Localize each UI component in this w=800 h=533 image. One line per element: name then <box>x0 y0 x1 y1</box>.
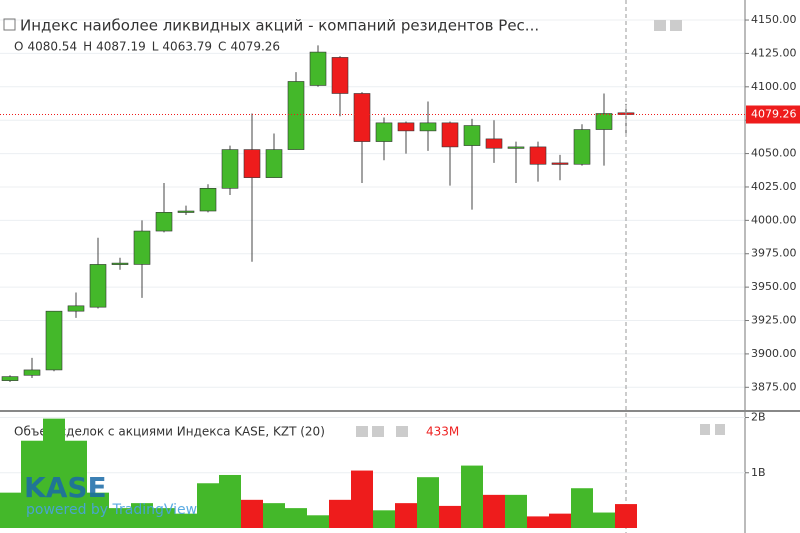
y-tick-label: 1B <box>751 466 766 479</box>
y-tick-label: 3925.00 <box>751 314 797 327</box>
y-tick-label: 4100.00 <box>751 80 797 93</box>
icon[interactable] <box>670 20 682 31</box>
ohlc-key: O <box>14 40 23 54</box>
candle-body <box>45 310 63 371</box>
watermark-logo: KASE <box>24 471 107 504</box>
candle-body <box>507 146 525 149</box>
volume-bar <box>615 504 637 528</box>
candle-body <box>199 188 217 212</box>
icon[interactable] <box>700 424 710 435</box>
candle-body <box>551 162 569 165</box>
volume-bar <box>21 440 43 528</box>
icon[interactable] <box>356 426 368 437</box>
volume-bar <box>527 516 549 528</box>
candle-body <box>133 230 151 265</box>
watermark-tagline: powered by TradingView <box>26 502 197 518</box>
title-icons <box>356 20 725 437</box>
candle-body <box>1 376 19 381</box>
volume-bar <box>571 488 593 528</box>
y-tick-label: 3900.00 <box>751 347 797 360</box>
candle-body <box>463 125 481 146</box>
y-tick-label: 4125.00 <box>751 46 797 59</box>
candle-body <box>485 138 503 149</box>
volume-bar <box>241 499 263 528</box>
volume-last-label: 433M <box>426 425 459 439</box>
volume-bar <box>461 465 483 528</box>
candle-body <box>89 264 107 308</box>
volume-bar <box>87 492 109 528</box>
candle-body <box>331 57 349 94</box>
volume-bar <box>593 512 615 528</box>
candle-body <box>529 146 547 165</box>
volume-bar <box>43 418 65 528</box>
y-tick-label: 4150.00 <box>751 13 797 26</box>
volume-bar <box>351 470 373 528</box>
y-tick-label: 4050.00 <box>751 147 797 160</box>
ohlc-value: 4063.79 <box>162 40 212 54</box>
y-tick-label: 4025.00 <box>751 180 797 193</box>
y-tick-label: 3950.00 <box>751 280 797 293</box>
candle-body <box>441 122 459 148</box>
candle-body <box>67 305 85 312</box>
volume-bar <box>153 508 175 528</box>
volume-bar <box>439 505 461 528</box>
volume-bar <box>197 483 219 528</box>
volume-bar <box>549 513 571 528</box>
candle-body <box>375 122 393 142</box>
candle-body <box>243 149 261 178</box>
ohlc-key: L <box>152 40 159 54</box>
icon[interactable] <box>715 424 725 435</box>
candle-body <box>419 122 437 132</box>
candle-body <box>397 122 415 132</box>
candle-body <box>309 51 327 86</box>
candle-body <box>287 81 305 150</box>
volume-bar <box>65 440 87 528</box>
candle-body <box>353 93 371 142</box>
y-tick-label: 4000.00 <box>751 213 797 226</box>
volume-bar <box>505 494 527 528</box>
collapse-button[interactable] <box>3 18 16 31</box>
candle-body <box>221 149 239 189</box>
ohlc-value: 4080.54 <box>27 40 77 54</box>
ohlc-key: C <box>218 40 226 54</box>
ohlc-value: 4087.19 <box>96 40 146 54</box>
grid <box>0 19 745 388</box>
icon[interactable] <box>396 426 408 437</box>
candle-body <box>265 149 283 178</box>
volume-bar <box>219 474 241 528</box>
candle-body <box>23 369 41 376</box>
candle-body <box>155 212 173 232</box>
volume-bar <box>395 503 417 528</box>
chart-title: Индекс наиболее ликвидных акций - компан… <box>20 17 539 35</box>
volume-bar <box>307 515 329 528</box>
volume-bar <box>329 499 351 528</box>
last-price-box <box>746 105 800 124</box>
icon[interactable] <box>654 20 666 31</box>
volume-bar <box>0 492 21 528</box>
volume-bar <box>175 513 197 528</box>
volume-bar <box>373 510 395 528</box>
volume-title: Объем сделок с акциями Индекса KASE, KZT… <box>14 425 325 439</box>
y-tick-label: 3975.00 <box>751 247 797 260</box>
ohlc-value: 4079.26 <box>230 40 280 54</box>
ohlc-key: H <box>83 40 92 54</box>
volume-bar <box>483 494 505 528</box>
y-tick-label: 2B <box>751 411 766 424</box>
volume-bar <box>417 477 439 528</box>
candle-body <box>573 129 591 165</box>
candle-body <box>111 262 129 265</box>
volume-bar <box>285 508 307 528</box>
volume-bar <box>131 503 153 528</box>
y-tick-label: 3875.00 <box>751 380 797 393</box>
icon[interactable] <box>372 426 384 437</box>
candle-body <box>177 210 195 213</box>
candle-body <box>595 113 613 130</box>
volume-bar <box>263 503 285 528</box>
last-price-label: 4079.26 <box>751 108 797 121</box>
volume-bar <box>109 508 131 528</box>
